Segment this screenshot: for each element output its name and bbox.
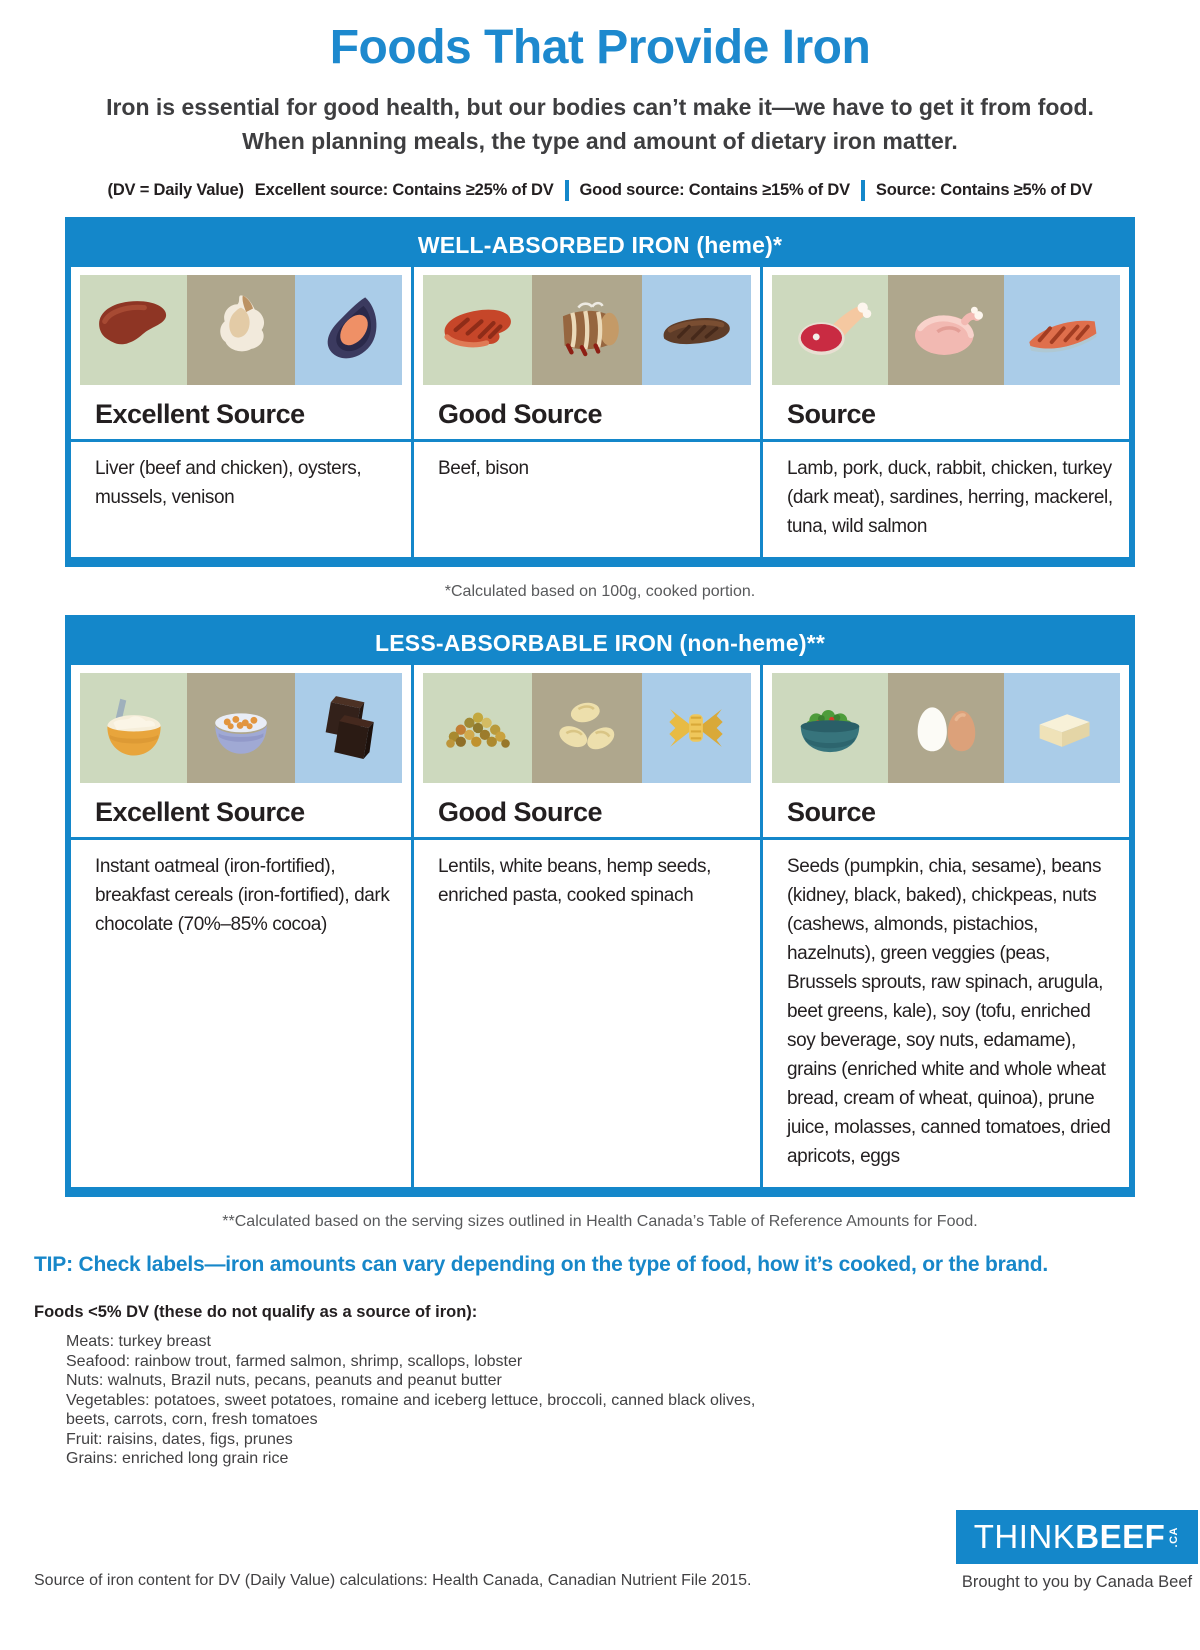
below-source-heading: Foods <5% DV (these do not qualify as a … xyxy=(34,1303,478,1321)
roast-icon xyxy=(562,301,619,357)
logo-ca-text: .CA xyxy=(1168,1526,1181,1548)
legend-divider xyxy=(860,180,865,201)
food-tile xyxy=(888,275,1004,385)
food-tile xyxy=(888,673,1004,783)
heme-iron-table: WELL-ABSORBED IRON (heme)* Excellent Sou… xyxy=(65,217,1135,567)
white-beans-icon xyxy=(559,702,615,750)
thinkbeef-logo-block: THINK BEEF .CA Brought to you by Canada Be… xyxy=(956,1510,1198,1592)
lentils-icon xyxy=(445,712,510,748)
food-icon-strip xyxy=(414,665,760,783)
source-attribution: Source of iron content for DV (Daily Val… xyxy=(34,1572,752,1589)
heme-source-column: Source Lamb, pork, duck, rabbit, chicken… xyxy=(760,267,1129,557)
logo-tagline: Brought to you by Canada Beef xyxy=(961,1573,1193,1591)
food-tile xyxy=(532,673,642,783)
tip-line: TIP: Check labels—iron amounts can vary … xyxy=(34,1253,1048,1276)
legend-source: Source: Contains ≥5% of DV xyxy=(875,181,1093,199)
list-item-fruit: Fruit: raisins, dates, figs, prunes xyxy=(66,1430,293,1448)
food-tile xyxy=(423,275,533,385)
heme-table-columns: Excellent Source Liver (beef and chicken… xyxy=(71,267,1129,557)
non-heme-table-title: LESS-ABSORBABLE IRON (non-heme)** xyxy=(71,621,1129,665)
oatmeal-bowl-icon xyxy=(106,698,161,756)
column-foods: Lentils, white beans, hemp seeds, enrich… xyxy=(438,856,712,906)
salmon-fillet-icon xyxy=(1029,320,1097,353)
food-tile xyxy=(532,275,642,385)
column-foods: Beef, bison xyxy=(438,458,529,479)
tofu-icon xyxy=(1039,714,1090,747)
dark-chocolate-icon xyxy=(325,696,375,759)
steak-icon xyxy=(444,309,511,348)
food-tile xyxy=(1004,673,1120,783)
food-tile xyxy=(294,673,402,783)
list-item-nuts: Nuts: walnuts, Brazil nuts, pecans, pean… xyxy=(66,1372,502,1389)
oyster-icon xyxy=(220,295,265,352)
food-tile xyxy=(294,275,402,385)
subtitle-line-2: When planning meals, the type and amount… xyxy=(242,128,958,154)
subtitle-line-1: Iron is essential for good health, but o… xyxy=(106,94,1094,120)
column-header: Good Source xyxy=(414,783,760,840)
food-tile xyxy=(772,673,888,783)
food-tile xyxy=(80,275,188,385)
thinkbeef-logo: THINK BEEF .CA xyxy=(956,1510,1198,1564)
food-tile xyxy=(641,673,751,783)
pasta-farfalle-icon xyxy=(669,709,723,747)
food-icon-strip xyxy=(71,665,411,783)
bison-steak-icon xyxy=(663,317,731,345)
mussel-icon xyxy=(328,297,377,359)
food-icon-strip xyxy=(414,267,760,385)
cereal-bowl-icon xyxy=(215,713,267,754)
column-header: Excellent Source xyxy=(71,385,411,442)
raw-chicken-icon xyxy=(915,306,983,355)
food-icon-strip xyxy=(71,267,411,385)
non-heme-excellent-column: Excellent Source Instant oatmeal (iron-f… xyxy=(71,665,411,1187)
legend-excellent: Excellent source: Contains ≥25% of DV xyxy=(254,181,554,199)
lamb-leg-icon xyxy=(798,302,872,355)
food-icon-strip xyxy=(763,267,1129,385)
column-header: Excellent Source xyxy=(71,783,411,840)
heme-footnote: *Calculated based on 100g, cooked portio… xyxy=(444,583,756,600)
liver-icon xyxy=(98,301,166,345)
page-title: Foods That Provide Iron xyxy=(329,21,871,74)
list-item-grains: Grains: enriched long grain rice xyxy=(66,1450,289,1467)
legend-prefix: (DV = Daily Value) xyxy=(107,181,244,199)
legend-divider xyxy=(564,180,569,201)
column-foods: Lamb, pork, duck, rabbit, chicken, turke… xyxy=(787,458,1113,537)
dv-legend: (DV = Daily Value) Excellent source: Con… xyxy=(0,180,1200,201)
non-heme-good-column: Good Source Lentils, white beans, hemp s… xyxy=(411,665,760,1187)
food-icon-strip xyxy=(763,665,1129,783)
food-tile xyxy=(1004,275,1120,385)
non-heme-footnote: **Calculated based on the serving sizes … xyxy=(222,1213,978,1230)
column-foods: Liver (beef and chicken), oysters, musse… xyxy=(95,458,362,508)
column-foods: Instant oatmeal (iron-fortified), breakf… xyxy=(95,856,390,935)
logo-beef-text: BEEF xyxy=(1075,1518,1166,1555)
list-item-vegetables: Vegetables: potatoes, sweet potatoes, ro… xyxy=(66,1391,756,1429)
food-tile xyxy=(187,673,295,783)
food-tile xyxy=(772,275,888,385)
salad-bowl-icon xyxy=(800,709,860,753)
eggs-icon xyxy=(917,707,976,752)
non-heme-source-column: Source Seeds (pumpkin, chia, sesame), be… xyxy=(760,665,1129,1187)
heme-excellent-column: Excellent Source Liver (beef and chicken… xyxy=(71,267,411,557)
non-heme-iron-table: LESS-ABSORBABLE IRON (non-heme)** Excell… xyxy=(65,615,1135,1197)
legend-good: Good source: Contains ≥15% of DV xyxy=(579,181,851,199)
heme-good-column: Good Source Beef, bison xyxy=(411,267,760,557)
food-tile xyxy=(187,275,295,385)
column-header: Good Source xyxy=(414,385,760,442)
logo-think-text: THINK xyxy=(973,1518,1076,1555)
food-tile xyxy=(641,275,751,385)
food-tile xyxy=(80,673,188,783)
column-header: Source xyxy=(763,385,1129,442)
list-item-meats: Meats: turkey breast xyxy=(66,1333,211,1350)
page-subtitle: Iron is essential for good health, but o… xyxy=(0,90,1200,158)
column-header: Source xyxy=(763,783,1129,840)
food-tile xyxy=(423,673,533,783)
list-item-seafood: Seafood: rainbow trout, farmed salmon, s… xyxy=(66,1352,523,1370)
column-foods: Seeds (pumpkin, chia, sesame), beans (ki… xyxy=(787,856,1111,1167)
non-heme-table-columns: Excellent Source Instant oatmeal (iron-f… xyxy=(71,665,1129,1187)
below-source-list: Meats: turkey breast Seafood: rainbow tr… xyxy=(66,1332,792,1469)
heme-table-title: WELL-ABSORBED IRON (heme)* xyxy=(71,223,1129,267)
